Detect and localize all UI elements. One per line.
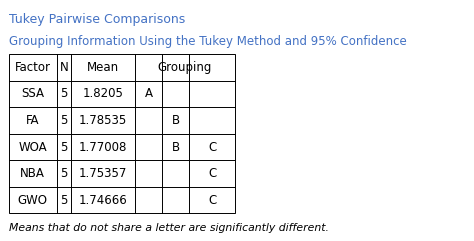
Text: GWO: GWO: [18, 194, 47, 207]
Text: Mean: Mean: [87, 61, 119, 74]
Text: WOA: WOA: [18, 141, 47, 154]
Text: N: N: [60, 61, 68, 74]
Text: 5: 5: [60, 167, 68, 180]
Text: B: B: [172, 114, 180, 127]
Bar: [9, 54, 235, 213]
Text: C: C: [208, 141, 216, 154]
Text: 5: 5: [60, 114, 68, 127]
Text: Grouping: Grouping: [158, 61, 212, 74]
Text: Factor: Factor: [15, 61, 51, 74]
Text: FA: FA: [26, 114, 39, 127]
Text: 5: 5: [60, 141, 68, 154]
Text: Means that do not share a letter are significantly different.: Means that do not share a letter are sig…: [9, 223, 328, 233]
Text: SSA: SSA: [21, 87, 44, 100]
Text: NBA: NBA: [20, 167, 45, 180]
Text: 1.74666: 1.74666: [79, 194, 128, 207]
Text: 1.8205: 1.8205: [83, 87, 124, 100]
Text: C: C: [208, 167, 216, 180]
Text: 1.77008: 1.77008: [79, 141, 128, 154]
Text: 5: 5: [60, 194, 68, 207]
Text: 1.78535: 1.78535: [79, 114, 128, 127]
Text: 5: 5: [60, 87, 68, 100]
Text: B: B: [172, 141, 180, 154]
Text: Tukey Pairwise Comparisons: Tukey Pairwise Comparisons: [9, 13, 185, 26]
Text: 1.75357: 1.75357: [79, 167, 128, 180]
Text: C: C: [208, 194, 216, 207]
Text: A: A: [145, 87, 153, 100]
Text: Grouping Information Using the Tukey Method and 95% Confidence: Grouping Information Using the Tukey Met…: [9, 35, 406, 48]
